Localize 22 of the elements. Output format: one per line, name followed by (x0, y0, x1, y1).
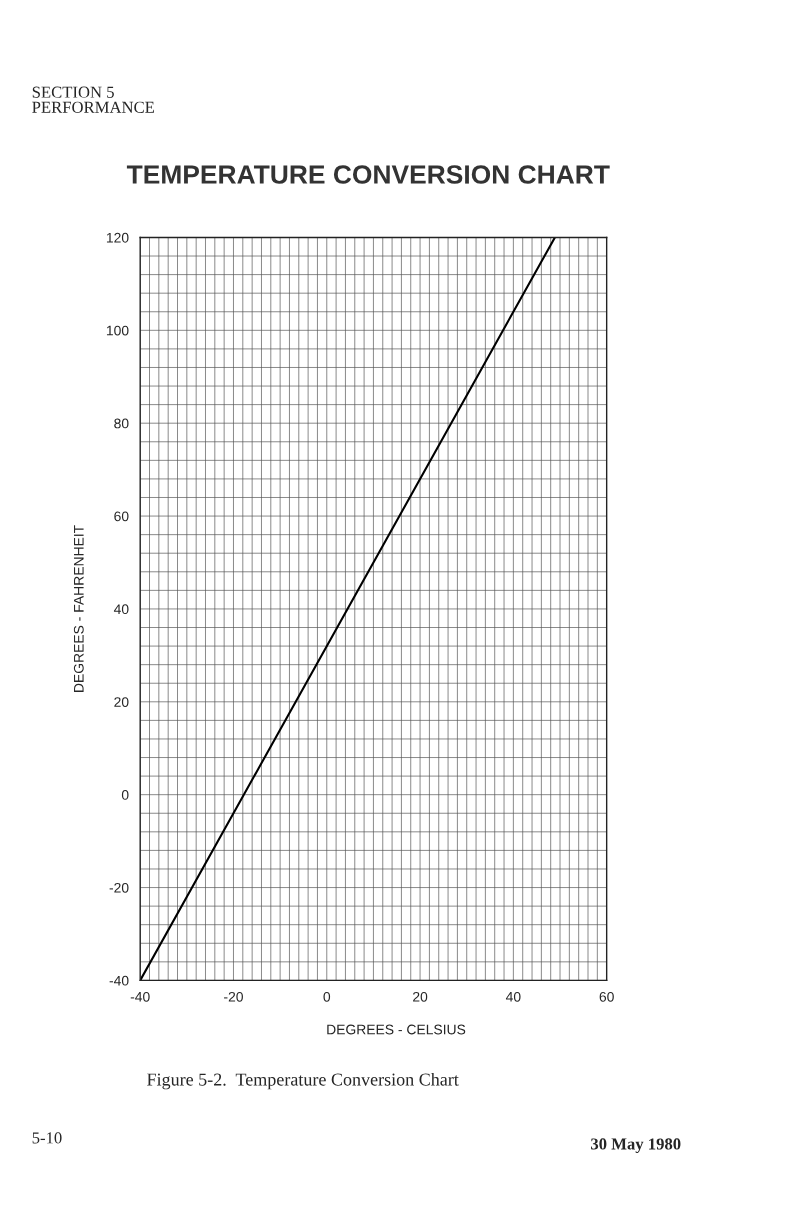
y-axis-title: DEGREES - FAHRENHEIT (73, 525, 84, 692)
caption: Figure 5-2. Temperature Conversion Chart (147, 1072, 459, 1090)
y-tick-label: 100 (106, 325, 129, 336)
x-tick-label: 60 (599, 991, 614, 1002)
x-tick-label: -40 (130, 991, 150, 1002)
y-tick-label: 80 (114, 418, 129, 429)
y-tick-label: -40 (109, 975, 129, 986)
x-axis-title: DEGREES - CELSIUS (327, 1024, 466, 1035)
x-tick-label: 20 (413, 991, 428, 1002)
y-tick-label: 120 (106, 232, 129, 243)
x-tick-label: 40 (505, 991, 521, 1002)
chart-title: TEMPERATURE CONVERSION CHART (126, 165, 610, 184)
y-tick-label: 60 (114, 511, 129, 522)
text: 30 May 1980 (591, 1138, 681, 1154)
y-tick-label: 40 (113, 604, 129, 615)
text: SECTION 5 PERFORMANCE (32, 86, 155, 113)
y-tick-label: -20 (109, 882, 129, 893)
x-tick-label: -20 (224, 991, 243, 1002)
y-tick-label: 0 (121, 790, 129, 800)
x-tick-label: 0 (323, 991, 331, 1002)
text: 5-10 (32, 1132, 62, 1144)
y-tick-label: 20 (114, 697, 129, 707)
